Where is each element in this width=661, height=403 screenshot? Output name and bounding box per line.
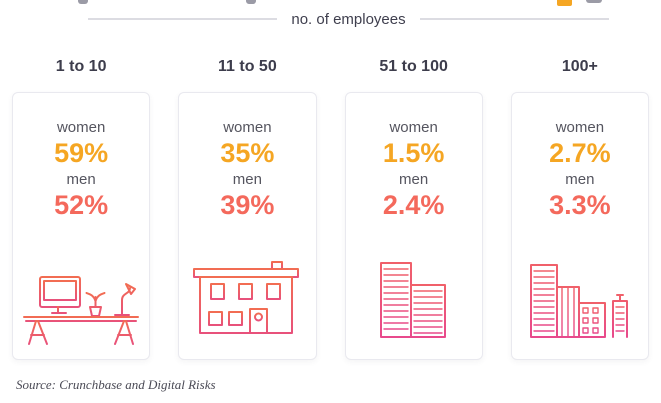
house-icon [191, 261, 302, 334]
column-11to50: 11 to 50 women 35% men 39% [178, 58, 317, 360]
men-label: men [232, 170, 262, 188]
men-value: 52% [54, 189, 109, 220]
cropped-fragment [586, 0, 602, 3]
stat-card: women 2.7% men 3.3% [510, 92, 649, 360]
men-value: 2.4% [382, 189, 445, 220]
skyscrapers-icon [523, 264, 636, 338]
men-label: men [399, 170, 429, 188]
header-rule-right [419, 18, 609, 20]
category-label: 11 to 50 [218, 58, 277, 75]
women-value: 35% [220, 138, 275, 168]
women-value: 2.7% [549, 138, 611, 168]
men-label: men [66, 170, 96, 188]
stat-card: women 35% men 39% [178, 92, 317, 360]
women-value: 59% [54, 138, 109, 168]
source-attribution: Source: Crunchbase and Digital Risks [16, 377, 216, 392]
header-rule-left [88, 18, 278, 20]
stat-card: women 1.5% men 2.4% [344, 92, 483, 360]
women-label: women [389, 119, 438, 136]
stat-card: women 59% men 52% [12, 92, 151, 360]
chart-header: no. of employees [88, 8, 609, 30]
column-51to100: 51 to 100 women 1.5% men 2.4% [344, 58, 483, 360]
card-grid: 1 to 10 women 59% men 52% [12, 58, 649, 360]
category-label: 1 to 10 [55, 58, 107, 75]
cropped-fragment [246, 0, 256, 4]
cropped-fragment [78, 0, 88, 4]
chart-title: no. of employees [291, 10, 406, 28]
category-label: 51 to 100 [379, 58, 448, 75]
office-building-icon [371, 262, 454, 338]
desk-computer-icon [23, 276, 140, 345]
women-label: women [555, 119, 605, 136]
cropped-legend-swatch [557, 0, 572, 6]
women-label: women [223, 119, 272, 136]
women-label: women [56, 119, 106, 136]
column-100plus: 100+ women 2.7% men 3.3% [510, 58, 649, 360]
category-label: 100+ [561, 58, 598, 75]
men-label: men [565, 170, 595, 188]
men-value: 39% [220, 189, 275, 220]
men-value: 3.3% [549, 189, 611, 220]
women-value: 1.5% [382, 138, 445, 168]
column-1to10: 1 to 10 women 59% men 52% [12, 58, 151, 360]
